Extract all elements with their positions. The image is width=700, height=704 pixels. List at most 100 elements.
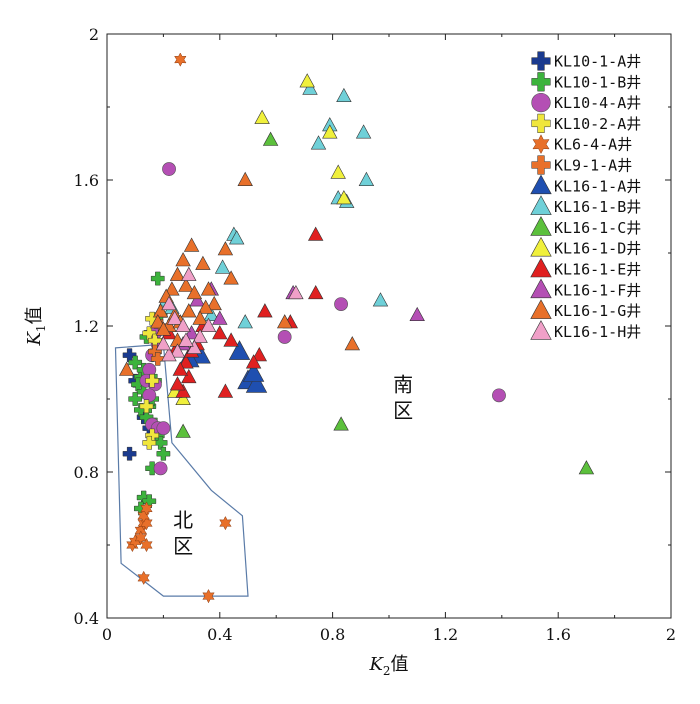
data-point [322, 124, 338, 139]
legend: KL10-1-A井 KL10-1-B井 KL10-4-A井 KL10-2-A井 KL6-… [530, 51, 641, 341]
data-point [186, 339, 203, 354]
data-point [166, 310, 183, 325]
data-point [330, 164, 346, 179]
data-point [203, 306, 220, 322]
data-point [257, 303, 273, 318]
legend-marker [530, 320, 552, 340]
region-label-line: 南 [393, 373, 413, 397]
data-point [310, 135, 327, 150]
data-point [172, 361, 189, 376]
data-point [150, 271, 165, 286]
data-point [372, 292, 389, 307]
y-tick-label: 1.6 [74, 171, 99, 190]
data-point [178, 354, 194, 369]
y-tick-label: 2 [89, 25, 99, 44]
legend-marker [530, 174, 552, 195]
data-point [142, 494, 157, 509]
legend-label: KL16-1-H井 [554, 323, 641, 341]
region-label-line: 区 [393, 399, 413, 423]
data-point [169, 376, 186, 391]
data-point [334, 297, 348, 311]
legend-label: KL6-4-A井 [554, 136, 632, 154]
x-tick-label: 0 [102, 625, 112, 644]
data-point [122, 446, 137, 461]
data-point [228, 340, 251, 360]
data-point [307, 284, 324, 300]
data-point [142, 388, 157, 403]
region-label-line: 北 [173, 508, 193, 532]
data-point [336, 87, 352, 102]
legend-label: KL10-1-A井 [554, 53, 641, 71]
legend-label: KL16-1-G井 [554, 302, 641, 320]
data-point [200, 317, 217, 333]
data-point [169, 266, 186, 281]
legend-marker [530, 278, 552, 299]
data-point [219, 515, 232, 531]
data-point [118, 361, 135, 376]
axis-title-symbol: K [24, 331, 45, 347]
data-point [142, 435, 157, 450]
legend-marker [531, 113, 551, 133]
data-point [175, 317, 191, 333]
axis-title-suffix: 值 [391, 654, 409, 675]
data-point [409, 306, 425, 322]
data-point [217, 241, 234, 256]
data-point [254, 109, 270, 124]
axis-title-subscript: 1 [34, 324, 48, 332]
legend-label: KL16-1-C井 [554, 219, 641, 237]
data-point [262, 131, 279, 146]
axis-title-suffix: 值 [24, 306, 45, 324]
region-boundary-0 [114, 343, 249, 597]
data-point [181, 303, 197, 318]
data-point [276, 314, 293, 329]
data-point [139, 399, 154, 414]
y-tick-label: 1.2 [74, 317, 99, 336]
data-point [299, 73, 315, 88]
data-point [245, 373, 268, 393]
data-point [288, 284, 304, 300]
data-point [140, 501, 153, 516]
data-point [169, 343, 186, 358]
series-8 [175, 131, 595, 475]
data-point [161, 295, 177, 311]
data-point [228, 230, 245, 245]
data-point [156, 446, 171, 461]
legend-label: KL10-4-A井 [554, 94, 641, 112]
x-axis-title: K2值 [368, 654, 408, 678]
data-point [183, 325, 200, 340]
data-point [223, 270, 239, 285]
data-point [251, 346, 268, 362]
legend-marker [531, 51, 551, 71]
data-point [245, 354, 262, 369]
data-point [181, 266, 197, 281]
y-tick-label: 0.4 [74, 609, 99, 628]
data-point [134, 530, 148, 545]
series-7 [158, 80, 389, 329]
data-point [186, 284, 203, 300]
data-point [175, 390, 191, 406]
data-point [183, 237, 200, 252]
data-point [237, 314, 253, 329]
legend-marker [531, 155, 551, 175]
x-tick-label: 2 [666, 625, 676, 644]
data-point [200, 281, 217, 296]
data-point [336, 190, 352, 205]
legend-marker [531, 72, 551, 92]
legend-marker [530, 257, 552, 278]
region-label-line: 区 [173, 534, 193, 558]
data-point [175, 423, 191, 438]
data-point [206, 295, 222, 311]
y-axis-title: K1值 [24, 306, 48, 346]
x-tick-label: 1.2 [433, 625, 458, 644]
legend-marker [531, 92, 551, 113]
data-point [217, 383, 234, 398]
legend-label: KL16-1-E井 [554, 261, 641, 279]
data-point [178, 332, 194, 347]
data-point [212, 325, 228, 340]
data-point [137, 508, 150, 523]
data-point [189, 292, 205, 307]
